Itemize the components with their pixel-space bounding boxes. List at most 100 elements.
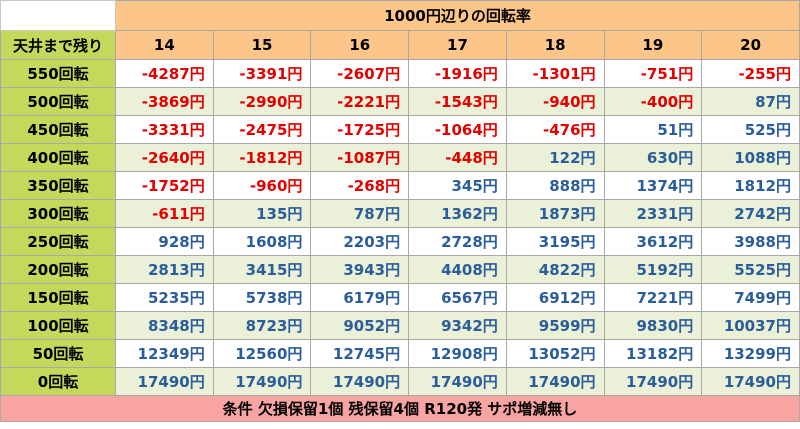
expected-value-cell: 12349円 [115, 339, 214, 368]
expected-value-cell: 12908円 [408, 339, 507, 368]
rate-header: 16 [310, 30, 410, 60]
expected-value-cell: 3943円 [310, 255, 410, 284]
table-row: 300回転 -611円 135円 787円 1362円 1873円 2331円 2742円 [0, 199, 800, 228]
expected-value-cell: 135円 [212, 199, 312, 228]
expected-value-cell: 3415円 [212, 255, 312, 284]
expected-value-cell: 345円 [408, 171, 507, 200]
table-row: 450回転 -3331円 -2475円 -1725円 -1064円 -476円 51円 525… [0, 115, 800, 144]
expected-value-cell: 17490円 [115, 367, 214, 396]
remaining-spins-label: 200回転 [0, 255, 116, 284]
remaining-spins-label: 500回転 [0, 87, 116, 116]
expected-value-cell: 9052円 [310, 311, 410, 340]
expected-value-cell: 5525円 [701, 255, 800, 284]
rate-header: 19 [603, 30, 703, 60]
expected-value-cell: -1752円 [115, 171, 214, 200]
expected-value-cell: -1064円 [408, 115, 507, 144]
expected-value-cell: 51円 [603, 115, 703, 144]
expected-value-cell: -1301円 [505, 59, 605, 88]
row-header-label: 天井まで残り [0, 30, 116, 60]
expected-value-cell: 1812円 [701, 171, 800, 200]
expected-value-cell: 12745円 [310, 339, 410, 368]
expected-value-cell: -255円 [701, 59, 800, 88]
expected-value-cell: -1916円 [408, 59, 507, 88]
expected-value-cell: 17490円 [505, 367, 605, 396]
title-row: 1000円辺りの回転率 [0, 0, 800, 31]
expected-value-cell: -3869円 [115, 87, 214, 116]
expected-value-cell: 2813円 [115, 255, 214, 284]
expected-value-cell: 1873円 [505, 199, 605, 228]
expected-value-cell: 10037円 [701, 311, 800, 340]
table-row: 350回転 -1752円 -960円 -268円 345円 888円 1374円 1812円 [0, 171, 800, 200]
expected-value-cell: 17490円 [408, 367, 507, 396]
rate-header: 18 [505, 30, 605, 60]
table-row: 500回転 -3869円 -2990円 -2221円 -1543円 -940円 -400円 8… [0, 87, 800, 116]
expected-value-cell: 9342円 [408, 311, 507, 340]
footer-row: 条件 欠損保留1個 残保留4個 R120発 サポ増減無し [0, 395, 800, 422]
expected-value-cell: 9599円 [505, 311, 605, 340]
table-row: 150回転 5235円 5738円 6179円 6567円 6912円 7221円 7499円 [0, 283, 800, 312]
expected-value-cell: 7221円 [603, 283, 703, 312]
expected-value-cell: 5738円 [212, 283, 312, 312]
table-row: 0回転 17490円 17490円 17490円 17490円 17490円 17490円 1… [0, 367, 800, 396]
expected-value-cell: 13299円 [701, 339, 800, 368]
expected-value-cell: 17490円 [310, 367, 410, 396]
rate-header: 15 [212, 30, 312, 60]
expected-value-cell: -2475円 [212, 115, 312, 144]
expected-value-cell: 2742円 [701, 199, 800, 228]
expected-value-cell: -1812円 [212, 143, 312, 172]
expected-value-cell: -1087円 [310, 143, 410, 172]
remaining-spins-label: 0回転 [0, 367, 116, 396]
expected-value-cell: 6912円 [505, 283, 605, 312]
expected-value-cell: 7499円 [701, 283, 800, 312]
expected-value-cell: 1608円 [212, 227, 312, 256]
expected-value-cell: 8348円 [115, 311, 214, 340]
table-row: 400回転 -2640円 -1812円 -1087円 -448円 122円 630円 1088… [0, 143, 800, 172]
conditions-note: 条件 欠損保留1個 残保留4個 R120発 サポ増減無し [0, 395, 800, 422]
rate-header: 17 [408, 30, 507, 60]
expected-value-cell: -2607円 [310, 59, 410, 88]
expected-value-cell: -400円 [603, 87, 703, 116]
expected-value-cell: 3612円 [603, 227, 703, 256]
expected-value-cell: 122円 [505, 143, 605, 172]
table-row: 550回転 -4287円 -3391円 -2607円 -1916円 -1301円 -751円… [0, 59, 800, 88]
table-title: 1000円辺りの回転率 [115, 0, 800, 31]
table-row: 200回転 2813円 3415円 3943円 4408円 4822円 5192円 5525円 [0, 255, 800, 284]
expected-value-cell: 4408円 [408, 255, 507, 284]
remaining-spins-label: 50回転 [0, 339, 116, 368]
expected-value-cell: -2990円 [212, 87, 312, 116]
expected-value-cell: 9830円 [603, 311, 703, 340]
expected-value-cell: 87円 [701, 87, 800, 116]
expected-value-cell: -3391円 [212, 59, 312, 88]
expected-value-cell: -268円 [310, 171, 410, 200]
expected-value-cell: -611円 [115, 199, 214, 228]
expected-value-cell: 2331円 [603, 199, 703, 228]
expected-value-cell: 5235円 [115, 283, 214, 312]
table-row: 250回転 928円 1608円 2203円 2728円 3195円 3612円 3988円 [0, 227, 800, 256]
expected-value-cell: 2203円 [310, 227, 410, 256]
expected-value-cell: 630円 [603, 143, 703, 172]
remaining-spins-label: 250回転 [0, 227, 116, 256]
remaining-spins-label: 300回転 [0, 199, 116, 228]
expected-value-cell: -448円 [408, 143, 507, 172]
corner-cell [0, 0, 116, 31]
remaining-spins-label: 350回転 [0, 171, 116, 200]
expected-value-cell: 928円 [115, 227, 214, 256]
expected-value-cell: -476円 [505, 115, 605, 144]
expected-value-cell: 525円 [701, 115, 800, 144]
remaining-spins-label: 150回転 [0, 283, 116, 312]
rate-header-row: 天井まで残り 14 15 16 17 18 19 20 [0, 30, 800, 60]
expected-value-cell: -2640円 [115, 143, 214, 172]
table-row: 100回転 8348円 8723円 9052円 9342円 9599円 9830円 10037… [0, 311, 800, 340]
remaining-spins-label: 450回転 [0, 115, 116, 144]
expected-value-cell: -3331円 [115, 115, 214, 144]
expected-value-cell: 1362円 [408, 199, 507, 228]
expected-value-cell: 5192円 [603, 255, 703, 284]
expected-value-cell: -960円 [212, 171, 312, 200]
rate-header: 20 [701, 30, 800, 60]
expected-value-cell: 13182円 [603, 339, 703, 368]
expected-value-cell: 3195円 [505, 227, 605, 256]
expected-value-cell: 888円 [505, 171, 605, 200]
expected-value-cell: -1543円 [408, 87, 507, 116]
rate-header: 14 [115, 30, 214, 60]
